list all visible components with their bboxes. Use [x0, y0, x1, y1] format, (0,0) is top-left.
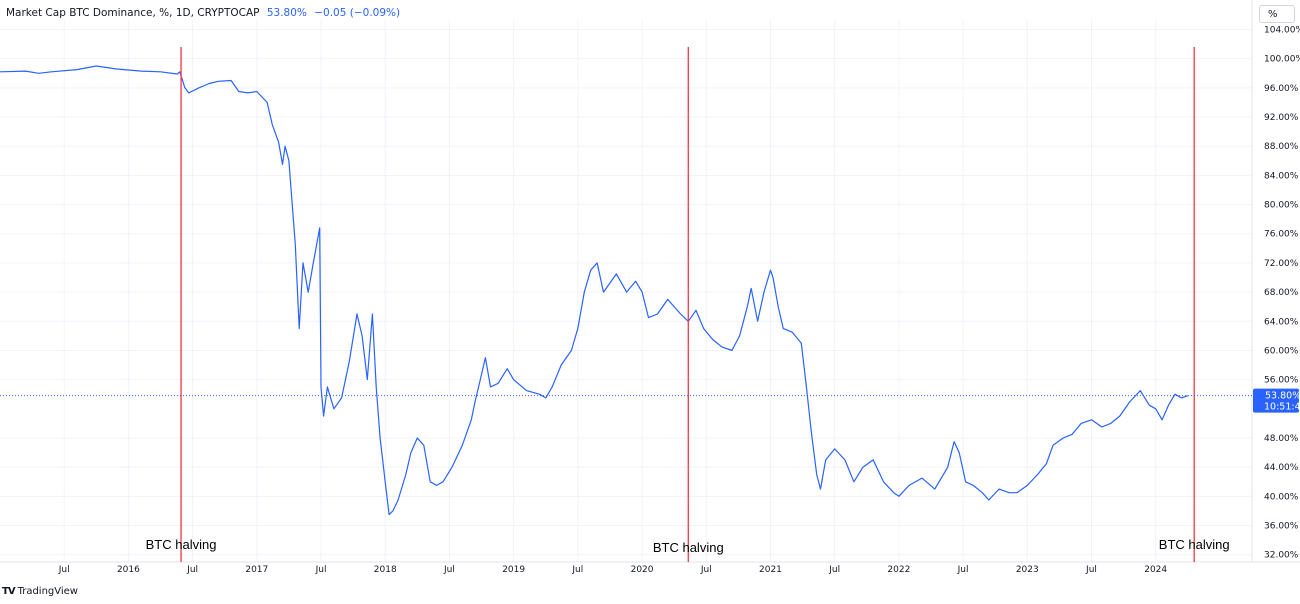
y-tick-label: 48.00% — [1264, 434, 1299, 444]
y-tick-label: 72.00% — [1264, 259, 1299, 269]
y-axis: 104.00% 100.00% 96.00% 92.00% 88.00% 84.00% 80… — [1251, 0, 1300, 562]
x-tick-label: Jul — [315, 565, 327, 575]
y-tick-label: 40.00% — [1264, 492, 1299, 502]
x-tick-label: Jul — [58, 565, 70, 575]
change-value: −0.05 (−0.09%) — [314, 7, 401, 19]
tradingview-logo-icon: TV — [2, 586, 16, 597]
y-tick-label: 36.00% — [1264, 522, 1299, 532]
last-value: 53.80% — [266, 7, 307, 19]
tradingview-name: TradingView — [17, 586, 78, 597]
y-tick-label: 100.00% — [1264, 55, 1300, 65]
y-tick-label: 92.00% — [1264, 113, 1299, 123]
tradingview-branding[interactable]: TV TradingView — [2, 586, 78, 597]
chart-header: Market Cap BTC Dominance, %, 1D, CRYPTOC… — [6, 7, 400, 19]
x-tick-label: 2023 — [1016, 565, 1039, 575]
x-tick-label: Jul — [443, 565, 455, 575]
y-tick-label: 76.00% — [1264, 230, 1299, 240]
x-tick-label: 2019 — [502, 565, 525, 575]
x-tick-label: 2021 — [759, 565, 782, 575]
halving-annotations: BTC halving BTC halving BTC halving — [146, 47, 1230, 562]
halving-label: BTC halving — [1159, 537, 1230, 552]
y-tick-label: 80.00% — [1264, 201, 1299, 211]
grid — [0, 20, 1252, 562]
x-tick-label: 2022 — [887, 565, 910, 575]
x-tick-label: Jul — [1085, 565, 1097, 575]
y-tick-label: 44.00% — [1264, 463, 1299, 473]
x-tick-label: Jul — [700, 565, 712, 575]
x-tick-label: 2017 — [245, 565, 268, 575]
x-tick-label: 2020 — [631, 565, 654, 575]
x-tick-label: Jul — [957, 565, 969, 575]
last-price-value: 53.80% — [1265, 391, 1300, 402]
y-tick-label: 96.00% — [1264, 84, 1299, 94]
y-tick-label: 64.00% — [1264, 317, 1299, 327]
x-tick-label: 2016 — [117, 565, 140, 575]
last-price-badge — [1253, 388, 1299, 413]
y-tick-label: 104.00% — [1264, 25, 1300, 35]
x-tick-label: 2018 — [374, 565, 397, 575]
halving-label: BTC halving — [653, 540, 724, 555]
y-tick-label: 56.00% — [1264, 376, 1299, 386]
halving-label: BTC halving — [146, 537, 217, 552]
y-tick-label: 68.00% — [1264, 288, 1299, 298]
series-line — [0, 65, 1188, 516]
y-tick-label: 60.00% — [1264, 346, 1299, 356]
x-tick-label: 2024 — [1144, 565, 1167, 575]
x-axis: Jul 2016 Jul 2017 Jul 2018 Jul 2019 Jul 2020 Jul 20… — [0, 561, 1300, 575]
x-tick-label: Jul — [186, 565, 198, 575]
percent-scale-button[interactable]: % — [1259, 5, 1295, 23]
x-tick-label: Jul — [828, 565, 840, 575]
y-tick-label: 88.00% — [1264, 142, 1299, 152]
x-tick-label: Jul — [571, 565, 583, 575]
last-price-countdown: 10:51:40 — [1264, 402, 1300, 413]
series-layer — [0, 65, 1188, 516]
chart-title: Market Cap BTC Dominance, %, 1D, CRYPTOC… — [6, 7, 260, 19]
y-tick-label: 84.00% — [1264, 171, 1299, 181]
y-tick-label: 32.00% — [1264, 551, 1299, 561]
last-price-marker: 53.80%10:51:40 — [0, 388, 1300, 413]
